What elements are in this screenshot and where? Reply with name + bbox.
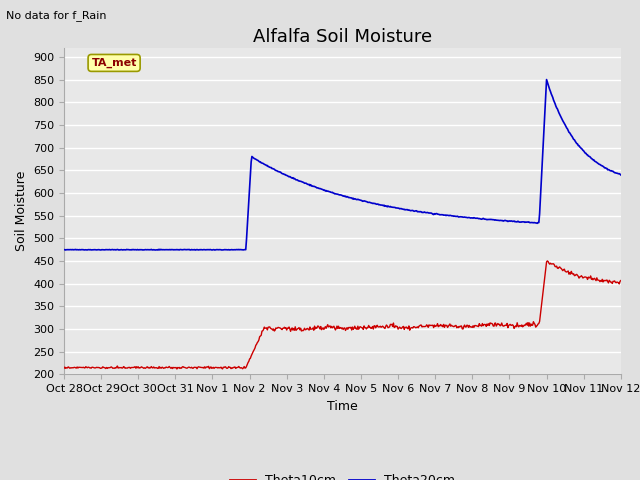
Text: TA_met: TA_met — [92, 58, 137, 68]
Text: No data for f_Rain: No data for f_Rain — [6, 10, 107, 21]
Legend: Theta10cm, Theta20cm: Theta10cm, Theta20cm — [225, 469, 460, 480]
X-axis label: Time: Time — [327, 400, 358, 413]
Title: Alfalfa Soil Moisture: Alfalfa Soil Moisture — [253, 28, 432, 47]
Y-axis label: Soil Moisture: Soil Moisture — [15, 171, 28, 252]
